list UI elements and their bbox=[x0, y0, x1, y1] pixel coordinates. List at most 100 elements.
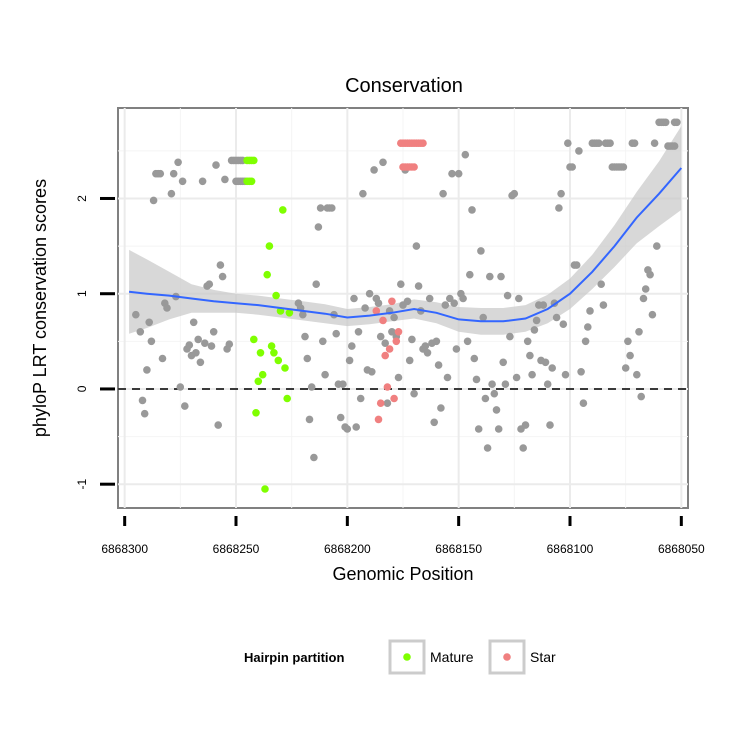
point-other bbox=[579, 399, 588, 408]
point-star bbox=[390, 394, 398, 403]
point-mature bbox=[256, 349, 265, 357]
point-other bbox=[512, 373, 521, 382]
point-other bbox=[466, 270, 474, 279]
point-other bbox=[492, 406, 501, 414]
y-axis: -1 0 1 2 bbox=[75, 195, 115, 490]
point-other bbox=[339, 380, 347, 389]
y-axis-title: phyloP LRT conservation scores bbox=[30, 179, 50, 437]
y-tick-label: 1 bbox=[75, 290, 89, 297]
point-other bbox=[167, 189, 176, 198]
point-other bbox=[299, 310, 307, 319]
point-other bbox=[149, 196, 158, 205]
point-other bbox=[557, 189, 565, 198]
point-other bbox=[468, 206, 476, 214]
point-star bbox=[383, 383, 392, 391]
point-other bbox=[174, 158, 182, 167]
point-star bbox=[392, 337, 401, 346]
point-other bbox=[307, 383, 316, 391]
point-other bbox=[381, 339, 390, 348]
point-other bbox=[528, 370, 536, 379]
x-tick-label: 6868150 bbox=[435, 542, 482, 556]
point-other bbox=[470, 354, 479, 363]
point-other bbox=[218, 272, 227, 281]
x-tick-label: 6868050 bbox=[658, 542, 705, 556]
point-other bbox=[136, 328, 145, 336]
point-other bbox=[221, 175, 229, 184]
point-other bbox=[650, 139, 659, 147]
point-other bbox=[368, 368, 376, 376]
point-other bbox=[350, 294, 358, 303]
point-mature bbox=[247, 177, 256, 186]
point-other bbox=[336, 413, 345, 422]
point-other bbox=[390, 313, 398, 322]
point-other bbox=[568, 163, 576, 171]
point-other bbox=[225, 340, 234, 349]
point-star bbox=[388, 297, 396, 306]
point-other bbox=[376, 332, 385, 341]
point-other bbox=[575, 147, 583, 155]
gridlines bbox=[118, 108, 688, 508]
point-other bbox=[192, 349, 200, 357]
legend-entry-star: Star bbox=[488, 639, 556, 675]
point-other bbox=[448, 169, 456, 178]
point-other bbox=[405, 356, 414, 365]
point-other bbox=[463, 337, 472, 346]
point-other bbox=[637, 392, 645, 401]
point-other bbox=[630, 139, 639, 147]
point-other bbox=[450, 299, 459, 308]
point-other bbox=[552, 313, 561, 322]
point-other bbox=[205, 280, 214, 289]
point-mature bbox=[283, 394, 292, 403]
point-other bbox=[532, 316, 541, 325]
point-other bbox=[441, 301, 450, 309]
point-other bbox=[216, 261, 225, 269]
point-other bbox=[506, 332, 514, 341]
point-other bbox=[379, 158, 387, 167]
point-other bbox=[140, 409, 149, 418]
point-mature bbox=[285, 309, 294, 317]
point-other bbox=[483, 444, 492, 452]
point-other bbox=[454, 169, 463, 178]
point-star bbox=[381, 351, 390, 360]
point-other bbox=[486, 272, 494, 281]
point-other bbox=[523, 337, 532, 346]
point-other bbox=[648, 310, 657, 319]
point-other bbox=[356, 394, 365, 403]
point-mature bbox=[270, 349, 278, 357]
panel bbox=[117, 107, 689, 509]
point-other bbox=[626, 351, 634, 360]
point-other bbox=[437, 404, 445, 412]
point-other bbox=[581, 337, 590, 346]
point-other bbox=[181, 402, 189, 410]
point-mature bbox=[250, 156, 258, 165]
point-mature bbox=[263, 270, 272, 279]
point-star bbox=[376, 399, 385, 408]
point-other bbox=[214, 421, 222, 429]
legend-label-mature: Mature bbox=[430, 649, 474, 665]
legend-title: Hairpin partition bbox=[244, 650, 344, 665]
point-other bbox=[361, 304, 369, 312]
point-other bbox=[394, 373, 403, 382]
point-other bbox=[143, 366, 151, 374]
point-other bbox=[176, 383, 185, 391]
point-other bbox=[319, 337, 327, 346]
point-other bbox=[606, 139, 614, 147]
point-other bbox=[345, 356, 354, 365]
point-other bbox=[343, 425, 352, 433]
point-other bbox=[132, 310, 140, 319]
point-other bbox=[430, 418, 439, 427]
point-other bbox=[479, 313, 488, 322]
y-tick-label: -1 bbox=[75, 479, 89, 490]
point-other bbox=[459, 294, 467, 303]
point-other bbox=[543, 380, 552, 389]
point-mature bbox=[274, 356, 283, 365]
point-other bbox=[621, 364, 630, 372]
point-other bbox=[661, 118, 670, 127]
point-other bbox=[303, 354, 312, 363]
point-star bbox=[372, 307, 381, 315]
point-other bbox=[494, 425, 503, 433]
point-other bbox=[316, 204, 325, 212]
legend-label-star: Star bbox=[530, 649, 556, 665]
point-other bbox=[548, 364, 556, 372]
y-tick-label: 2 bbox=[75, 195, 89, 202]
